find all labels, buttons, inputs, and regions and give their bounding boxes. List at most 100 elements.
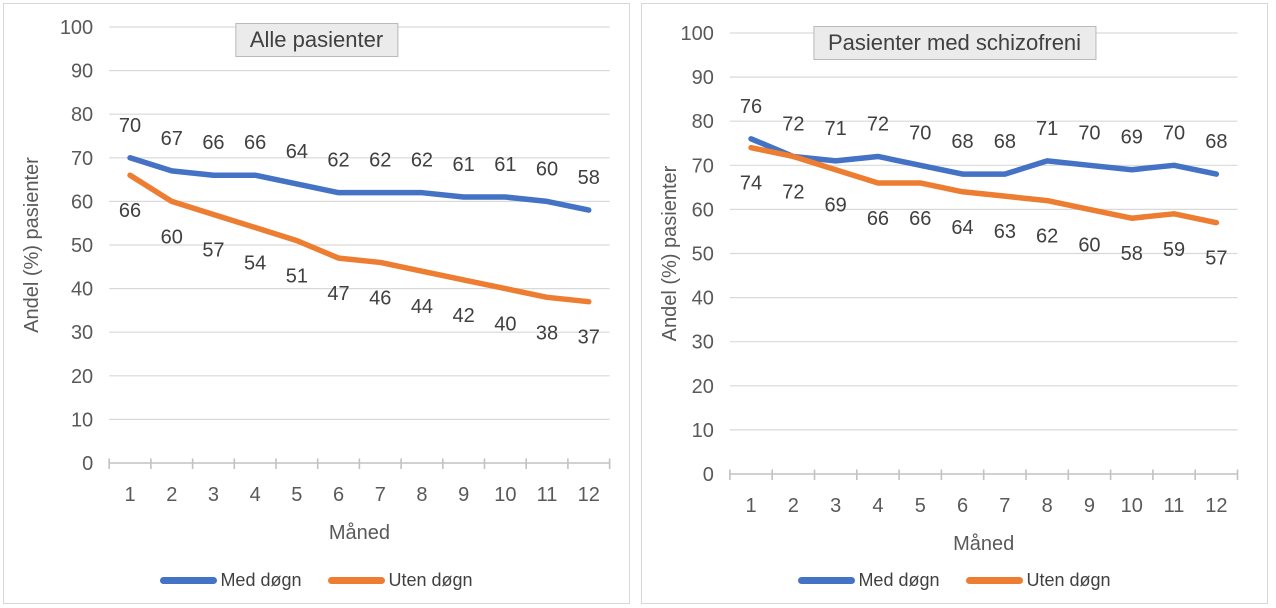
svg-text:90: 90 — [71, 61, 93, 83]
svg-text:12: 12 — [578, 484, 600, 506]
svg-text:46: 46 — [369, 287, 391, 309]
legend-swatch-uten-dogn-icon — [966, 577, 1024, 584]
svg-text:66: 66 — [867, 208, 889, 230]
svg-text:60: 60 — [71, 191, 93, 213]
y-axis-title: Andel (%) pasienter — [659, 165, 681, 341]
svg-text:60: 60 — [1078, 234, 1100, 256]
legend-item-uten-dogn: Uten døgn — [966, 570, 1111, 591]
x-axis-title: Måned — [953, 533, 1014, 555]
svg-text:6: 6 — [957, 495, 968, 517]
svg-text:47: 47 — [327, 283, 349, 305]
svg-text:69: 69 — [825, 195, 847, 217]
svg-text:68: 68 — [951, 131, 973, 153]
svg-text:61: 61 — [494, 154, 516, 176]
legend: Med døgn Uten døgn — [642, 570, 1267, 591]
svg-text:50: 50 — [71, 235, 93, 257]
series-line-0 — [127, 155, 592, 213]
chart-panel-schizofreni: 0 10 20 30 40 50 60 70 80 90 100 1 2 3 4 5 6 7 8 9 10 11 12 Mån… — [641, 3, 1268, 604]
svg-text:90: 90 — [692, 67, 714, 89]
svg-text:0: 0 — [82, 453, 93, 475]
svg-text:10: 10 — [71, 409, 93, 431]
gridlines — [729, 32, 1238, 475]
svg-text:69: 69 — [1121, 127, 1143, 149]
svg-text:58: 58 — [1121, 243, 1143, 265]
svg-text:62: 62 — [369, 150, 391, 172]
chart-panel-alle-pasienter: 0 10 20 30 40 50 60 70 80 90 100 1 2 3 4 5 6 7 8 9 10 11 12 Mån… — [3, 3, 630, 604]
svg-text:66: 66 — [909, 208, 931, 230]
legend-swatch-med-dogn-icon — [160, 577, 218, 584]
svg-text:70: 70 — [692, 155, 714, 177]
svg-text:4: 4 — [872, 495, 883, 517]
svg-text:58: 58 — [578, 167, 600, 189]
svg-text:66: 66 — [202, 132, 224, 154]
svg-text:51: 51 — [286, 266, 308, 288]
legend: Med døgn Uten døgn — [4, 570, 629, 591]
legend-label-med-dogn: Med døgn — [858, 570, 940, 590]
svg-text:5: 5 — [915, 495, 926, 517]
svg-text:71: 71 — [1036, 118, 1058, 140]
svg-text:38: 38 — [536, 322, 558, 344]
legend-label-med-dogn: Med døgn — [220, 570, 302, 590]
svg-text:30: 30 — [71, 322, 93, 344]
y-tick-labels: 0 10 20 30 40 50 60 70 80 90 100 — [60, 17, 93, 475]
svg-text:100: 100 — [60, 17, 93, 39]
legend-item-med-dogn: Med døgn — [160, 570, 301, 591]
svg-text:70: 70 — [1163, 122, 1185, 144]
svg-text:37: 37 — [578, 327, 600, 349]
svg-text:63: 63 — [994, 221, 1016, 243]
svg-text:60: 60 — [161, 226, 183, 248]
svg-text:10: 10 — [494, 484, 516, 506]
svg-text:8: 8 — [1042, 495, 1053, 517]
y-axis-title: Andel (%) pasienter — [21, 157, 43, 333]
svg-text:50: 50 — [692, 244, 714, 266]
svg-text:20: 20 — [692, 376, 714, 398]
svg-text:44: 44 — [411, 296, 433, 318]
chart-title: Alle pasienter — [234, 23, 399, 57]
svg-text:66: 66 — [119, 200, 141, 222]
y-tick-labels: 0 10 20 30 40 50 60 70 80 90 100 — [681, 23, 714, 486]
data-labels-series-0: 76 72 71 72 70 68 68 71 70 69 70 68 — [740, 96, 1228, 153]
svg-text:59: 59 — [1163, 239, 1185, 261]
svg-text:57: 57 — [1205, 248, 1227, 270]
x-axis-title: Måned — [329, 522, 390, 544]
x-axis-ticks — [729, 469, 1239, 480]
svg-text:70: 70 — [119, 115, 141, 137]
svg-text:74: 74 — [740, 173, 762, 195]
svg-text:20: 20 — [71, 366, 93, 388]
svg-text:1: 1 — [124, 484, 135, 506]
svg-text:68: 68 — [994, 131, 1016, 153]
svg-text:4: 4 — [250, 484, 261, 506]
x-tick-labels: 1 2 3 4 5 6 7 8 9 10 11 12 — [124, 484, 599, 506]
svg-text:80: 80 — [71, 104, 93, 126]
svg-text:40: 40 — [71, 279, 93, 301]
svg-text:8: 8 — [416, 484, 427, 506]
svg-text:70: 70 — [1078, 122, 1100, 144]
svg-text:11: 11 — [1164, 495, 1185, 517]
x-tick-labels: 1 2 3 4 5 6 7 8 9 10 11 12 — [745, 495, 1227, 517]
svg-text:40: 40 — [494, 314, 516, 336]
svg-text:80: 80 — [692, 111, 714, 133]
svg-text:3: 3 — [208, 484, 219, 506]
svg-text:64: 64 — [951, 217, 973, 239]
svg-text:7: 7 — [375, 484, 386, 506]
svg-text:62: 62 — [411, 150, 433, 172]
svg-text:3: 3 — [830, 495, 841, 517]
series-line-1 — [127, 172, 592, 305]
svg-text:100: 100 — [681, 23, 714, 45]
svg-text:30: 30 — [692, 332, 714, 354]
svg-text:72: 72 — [867, 113, 889, 135]
series-line-1 — [748, 144, 1220, 226]
svg-text:70: 70 — [909, 122, 931, 144]
chart-title: Pasienter med schizofreni — [812, 26, 1097, 60]
x-axis-ticks — [108, 458, 611, 469]
svg-text:9: 9 — [458, 484, 469, 506]
svg-text:42: 42 — [453, 305, 475, 327]
data-labels-series-0: 70 67 66 66 64 62 62 62 61 61 60 58 — [119, 115, 600, 189]
legend-label-uten-dogn: Uten døgn — [1026, 570, 1111, 590]
svg-text:72: 72 — [782, 113, 804, 135]
svg-text:6: 6 — [333, 484, 344, 506]
data-labels-series-1: 66 60 57 54 51 47 46 44 42 40 38 37 — [119, 200, 600, 348]
svg-text:67: 67 — [161, 128, 183, 150]
